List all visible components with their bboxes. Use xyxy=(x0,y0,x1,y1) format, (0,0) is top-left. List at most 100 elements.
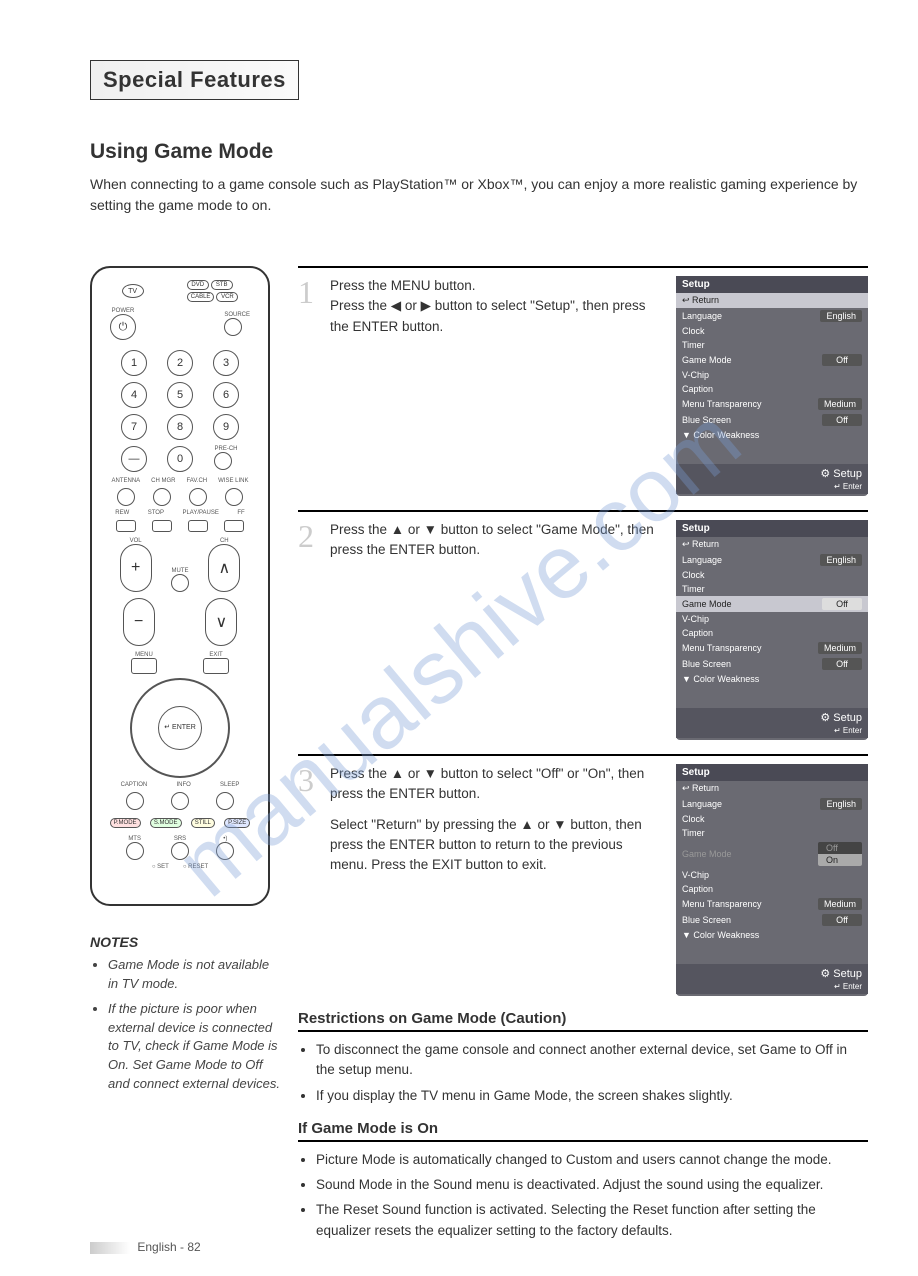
steps-container: 1 Press the MENU button.Press the ◀ or ▶… xyxy=(298,266,868,996)
osd-title: Setup xyxy=(676,276,868,293)
main-content: TV DVD STB CABLE VCR POWER⏻ SOUR xyxy=(90,266,868,1246)
remote-control: TV DVD STB CABLE VCR POWER⏻ SOUR xyxy=(90,266,270,906)
sleep-label: SLEEP xyxy=(220,782,239,788)
num-1: 1 xyxy=(121,350,147,376)
ff-label: FF xyxy=(237,510,244,516)
list-item: If you display the TV menu in Game Mode,… xyxy=(316,1086,868,1106)
right-column: 1 Press the MENU button.Press the ◀ or ▶… xyxy=(298,266,868,1246)
mute-btn xyxy=(171,574,189,592)
osd-title: Setup xyxy=(676,764,868,781)
osd-option: On xyxy=(818,854,862,866)
favch-label: FAV.CH xyxy=(186,478,207,484)
osd-row: LanguageEnglish xyxy=(676,308,868,324)
set-label: ○ SET xyxy=(152,864,169,870)
osd-row: Blue ScreenOff xyxy=(676,412,868,428)
osd-row: Game ModeOff xyxy=(676,352,868,368)
vol-up: + xyxy=(120,544,152,592)
osd-footer: ⚙ Setup↵ Enter xyxy=(676,964,868,994)
caption-label: CAPTION xyxy=(121,782,148,788)
dot-label: •) xyxy=(216,836,234,842)
antenna-btn xyxy=(117,488,135,506)
osd-row: Menu TransparencyMedium xyxy=(676,640,868,656)
osd-title: Setup xyxy=(676,520,868,537)
prech-label: PRE-CH xyxy=(214,446,237,452)
nav-ring: ↵ ENTER xyxy=(130,678,230,778)
notes-title: NOTES xyxy=(90,934,280,950)
step-text: Press the MENU button.Press the ◀ or ▶ b… xyxy=(330,276,656,337)
play-label: PLAY/PAUSE xyxy=(182,510,218,516)
osd-row: ↩ Return xyxy=(676,293,868,308)
step: 1 Press the MENU button.Press the ◀ or ▶… xyxy=(298,266,868,496)
chmgr-btn xyxy=(153,488,171,506)
num-6: 6 xyxy=(213,382,239,408)
restrictions-list: To disconnect the game console and conne… xyxy=(298,1040,868,1106)
num-8: 8 xyxy=(167,414,193,440)
osd-row: Timer xyxy=(676,338,868,352)
list-item: Picture Mode is automatically changed to… xyxy=(316,1150,868,1170)
rew-label: REW xyxy=(115,510,129,516)
power-label: POWER xyxy=(110,308,136,314)
step-body: Press the ▲ or ▼ button to select "Game … xyxy=(330,520,664,571)
sleep-btn xyxy=(216,792,234,810)
list-item: Sound Mode in the Sound menu is deactiva… xyxy=(316,1175,868,1195)
info-btn xyxy=(171,792,189,810)
osd-menu: Setup↩ ReturnLanguageEnglishClockTimerGa… xyxy=(676,520,868,740)
osd-row: Blue ScreenOff xyxy=(676,656,868,672)
stb-pill: STB xyxy=(211,280,233,290)
step-text: Press the ▲ or ▼ button to select "Game … xyxy=(330,520,656,561)
osd-row: ↩ Return xyxy=(676,781,868,796)
cable-pill: CABLE xyxy=(187,292,215,302)
osd-row: Clock xyxy=(676,568,868,582)
step-text-extra: Select "Return" by pressing the ▲ or ▼ b… xyxy=(330,815,656,876)
ch-label: CH xyxy=(208,538,240,544)
ch-up: ∧ xyxy=(208,544,240,592)
header-text: Special Features xyxy=(103,67,286,92)
step: 3 Press the ▲ or ▼ button to select "Off… xyxy=(298,754,868,996)
step-number: 2 xyxy=(298,520,318,552)
reset-label: ○ RESET xyxy=(183,864,208,870)
osd-row: Clock xyxy=(676,324,868,338)
osd-row: Game ModeOffOn xyxy=(676,840,868,868)
osd-row: V-Chip xyxy=(676,368,868,382)
intro-text: When connecting to a game console such a… xyxy=(90,174,868,216)
page-footer: English - 82 xyxy=(90,1240,201,1254)
enter-button: ↵ ENTER xyxy=(158,706,202,750)
osd-value: Off xyxy=(822,914,862,926)
osd-row: Menu TransparencyMedium xyxy=(676,396,868,412)
osd-footer: ⚙ Setup↵ Enter xyxy=(676,708,868,738)
osd-value: Off xyxy=(822,598,862,610)
tv-button: TV xyxy=(122,284,144,298)
mts-label: MTS xyxy=(126,836,144,842)
footer-gradient xyxy=(90,1242,130,1254)
smode-pill: S.MODE xyxy=(150,818,182,828)
favch-btn xyxy=(189,488,207,506)
psize-pill: P.SIZE xyxy=(224,818,250,828)
num-4: 4 xyxy=(121,382,147,408)
rew-btn xyxy=(116,520,136,532)
chmgr-label: CH MGR xyxy=(151,478,175,484)
osd-value: English xyxy=(820,310,862,322)
notes-list: Game Mode is not available in TV mode. I… xyxy=(90,956,280,1094)
exit-btn xyxy=(203,658,229,674)
list-item: To disconnect the game console and conne… xyxy=(316,1040,868,1081)
ifon-list: Picture Mode is automatically changed to… xyxy=(298,1150,868,1241)
osd-row: Menu TransparencyMedium xyxy=(676,896,868,912)
srs-btn xyxy=(171,842,189,860)
osd-value: English xyxy=(820,554,862,566)
osd-row: Timer xyxy=(676,582,868,596)
note-item: Game Mode is not available in TV mode. xyxy=(108,956,280,994)
section-title: Using Game Mode xyxy=(90,140,868,164)
osd-row: Timer xyxy=(676,826,868,840)
osd-row: ↩ Return xyxy=(676,537,868,552)
osd-menu: Setup↩ ReturnLanguageEnglishClockTimerGa… xyxy=(676,764,868,996)
num-5: 5 xyxy=(167,382,193,408)
still-pill: STILL xyxy=(191,818,215,828)
osd-value: Off xyxy=(822,658,862,670)
step-body: Press the MENU button.Press the ◀ or ▶ b… xyxy=(330,276,664,347)
note-item: If the picture is poor when external dev… xyxy=(108,1000,280,1094)
osd-value: Off xyxy=(822,414,862,426)
wiselink-label: WISE LINK xyxy=(218,478,248,484)
list-item: The Reset Sound function is activated. S… xyxy=(316,1200,868,1241)
osd-row: Game ModeOff xyxy=(676,596,868,612)
dash-button: — xyxy=(121,446,147,472)
